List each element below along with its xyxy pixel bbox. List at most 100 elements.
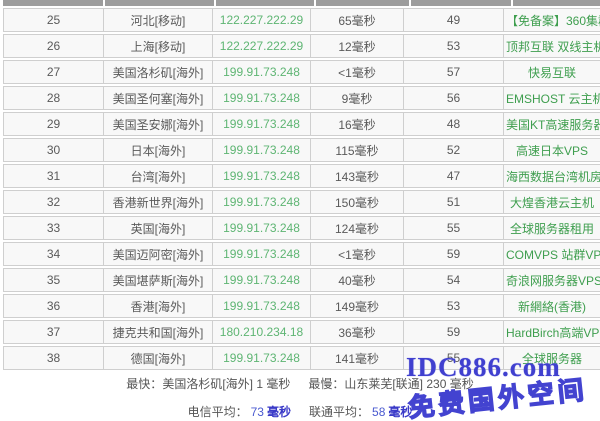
ping-results-table: 25 河北[移动] 122.227.222.29 65毫秒 49 【免备案】36… [3, 6, 600, 372]
table-row: 35 美国堪萨斯[海外] 199.91.73.248 40毫秒 54 奇浪网服务… [3, 268, 600, 292]
latency-cell: 36毫秒 [310, 320, 403, 344]
table-row: 33 英国[海外] 199.91.73.248 124毫秒 55 全球服务器租用 [3, 216, 600, 240]
score-cell: 59 [403, 242, 503, 266]
location-cell: 捷克共和国[海外] [103, 320, 212, 344]
table-row: 29 美国圣安娜[海外] 199.91.73.248 16毫秒 48 美国KT高… [3, 112, 600, 136]
sponsor-link-cell[interactable]: 【免备案】360集群 [503, 8, 600, 32]
row-index-cell: 27 [3, 60, 103, 84]
location-cell: 英国[海外] [103, 216, 212, 240]
latency-cell: 124毫秒 [310, 216, 403, 240]
slowest-value: 山东莱芜[联通] 230 毫秒 [344, 377, 474, 391]
sponsor-link-cell[interactable]: 顶邦互联 双线主机 [503, 34, 600, 58]
unicom-avg-value: 58 [372, 405, 386, 419]
location-cell: 德国[海外] [103, 346, 212, 370]
row-index-cell: 25 [3, 8, 103, 32]
location-cell: 美国迈阿密[海外] [103, 242, 212, 266]
row-index-cell: 38 [3, 346, 103, 370]
sponsor-link-cell[interactable]: 全球服务器 [503, 346, 600, 370]
row-index-cell: 26 [3, 34, 103, 58]
sponsor-link-cell[interactable]: 美国KT高速服务器 [503, 112, 600, 136]
ip-address-cell: 199.91.73.248 [212, 60, 310, 84]
table-row: 37 捷克共和国[海外] 180.210.234.18 36毫秒 59 Hard… [3, 320, 600, 344]
ip-address-cell: 122.227.222.29 [212, 8, 310, 32]
sponsor-link-cell[interactable]: EMSHOST 云主机 [503, 86, 600, 110]
table-row: 38 德国[海外] 199.91.73.248 141毫秒 55 全球服务器 [3, 346, 600, 370]
latency-cell: 143毫秒 [310, 164, 403, 188]
row-index-cell: 34 [3, 242, 103, 266]
sponsor-link-cell[interactable]: 全球服务器租用 [503, 216, 600, 240]
score-cell: 47 [403, 164, 503, 188]
ip-address-cell: 199.91.73.248 [212, 294, 310, 318]
latency-cell: 16毫秒 [310, 112, 403, 136]
previous-row-cut-edge [3, 0, 600, 6]
table-row: 34 美国迈阿密[海外] 199.91.73.248 <1毫秒 59 COMVP… [3, 242, 600, 266]
summary-averages: 电信平均： 73 毫秒 联通平均： 58 毫秒 [0, 403, 600, 420]
sponsor-link-cell[interactable]: COMVPS 站群VPS [503, 242, 600, 266]
latency-cell: 40毫秒 [310, 268, 403, 292]
location-cell: 日本[海外] [103, 138, 212, 162]
strip-segment [513, 0, 600, 6]
ip-address-cell: 122.227.222.29 [212, 34, 310, 58]
score-cell: 56 [403, 86, 503, 110]
location-cell: 香港新世界[海外] [103, 190, 212, 214]
sponsor-link-cell[interactable]: 高速日本VPS [503, 138, 600, 162]
score-cell: 55 [403, 346, 503, 370]
ip-address-cell: 199.91.73.248 [212, 164, 310, 188]
row-index-cell: 28 [3, 86, 103, 110]
summary-fastest-slowest: 最快：美国洛杉矶[海外] 1 毫秒 最慢：山东莱芜[联通] 230 毫秒 [0, 375, 600, 392]
score-cell: 49 [403, 8, 503, 32]
latency-cell: 12毫秒 [310, 34, 403, 58]
location-cell: 香港[海外] [103, 294, 212, 318]
score-cell: 53 [403, 34, 503, 58]
ip-address-cell: 199.91.73.248 [212, 242, 310, 266]
sponsor-link-cell[interactable]: 新網絡(香港) [503, 294, 600, 318]
sponsor-link-cell[interactable]: 奇浪网服务器VPS [503, 268, 600, 292]
latency-cell: 115毫秒 [310, 138, 403, 162]
sponsor-link-cell[interactable]: 大煌香港云主机 [503, 190, 600, 214]
table-row: 27 美国洛杉矶[海外] 199.91.73.248 <1毫秒 57 快易互联 [3, 60, 600, 84]
strip-segment [105, 0, 214, 6]
latency-cell: <1毫秒 [310, 242, 403, 266]
ip-address-cell: 199.91.73.248 [212, 346, 310, 370]
table-row: 31 台湾[海外] 199.91.73.248 143毫秒 47 海西数据台湾机… [3, 164, 600, 188]
ip-address-cell: 199.91.73.248 [212, 86, 310, 110]
row-index-cell: 31 [3, 164, 103, 188]
table-row: 36 香港[海外] 199.91.73.248 149毫秒 53 新網絡(香港) [3, 294, 600, 318]
fastest-value: 美国洛杉矶[海外] 1 毫秒 [162, 377, 291, 391]
location-cell: 美国洛杉矶[海外] [103, 60, 212, 84]
ip-address-cell: 199.91.73.248 [212, 268, 310, 292]
sponsor-link-cell[interactable]: HardBirch高端VPS [503, 320, 600, 344]
telecom-avg-label: 电信平均： [187, 405, 248, 419]
telecom-avg-value: 73 [250, 405, 264, 419]
score-cell: 57 [403, 60, 503, 84]
location-cell: 台湾[海外] [103, 164, 212, 188]
score-cell: 52 [403, 138, 503, 162]
ip-address-cell: 199.91.73.248 [212, 190, 310, 214]
ip-address-cell: 199.91.73.248 [212, 112, 310, 136]
strip-segment [216, 0, 314, 6]
location-cell: 美国圣安娜[海外] [103, 112, 212, 136]
table-row: 30 日本[海外] 199.91.73.248 115毫秒 52 高速日本VPS [3, 138, 600, 162]
row-index-cell: 35 [3, 268, 103, 292]
row-index-cell: 32 [3, 190, 103, 214]
sponsor-link-cell[interactable]: 海西数据台湾机房 [503, 164, 600, 188]
table-row: 26 上海[移动] 122.227.222.29 12毫秒 53 顶邦互联 双线… [3, 34, 600, 58]
strip-segment [3, 0, 103, 6]
ip-address-cell: 199.91.73.248 [212, 216, 310, 240]
table-row: 25 河北[移动] 122.227.222.29 65毫秒 49 【免备案】36… [3, 8, 600, 32]
score-cell: 59 [403, 320, 503, 344]
telecom-avg-unit: 毫秒 [266, 405, 291, 419]
ip-address-cell: 180.210.234.18 [212, 320, 310, 344]
unicom-avg-label: 联通平均： [309, 405, 370, 419]
table-row: 28 美国圣何塞[海外] 199.91.73.248 9毫秒 56 EMSHOS… [3, 86, 600, 110]
sponsor-link-cell[interactable]: 快易互联 [503, 60, 600, 84]
slowest-label: 最慢： [308, 377, 345, 391]
location-cell: 河北[移动] [103, 8, 212, 32]
location-cell: 上海[移动] [103, 34, 212, 58]
strip-segment [316, 0, 409, 6]
latency-cell: 150毫秒 [310, 190, 403, 214]
location-cell: 美国堪萨斯[海外] [103, 268, 212, 292]
score-cell: 54 [403, 268, 503, 292]
row-index-cell: 30 [3, 138, 103, 162]
